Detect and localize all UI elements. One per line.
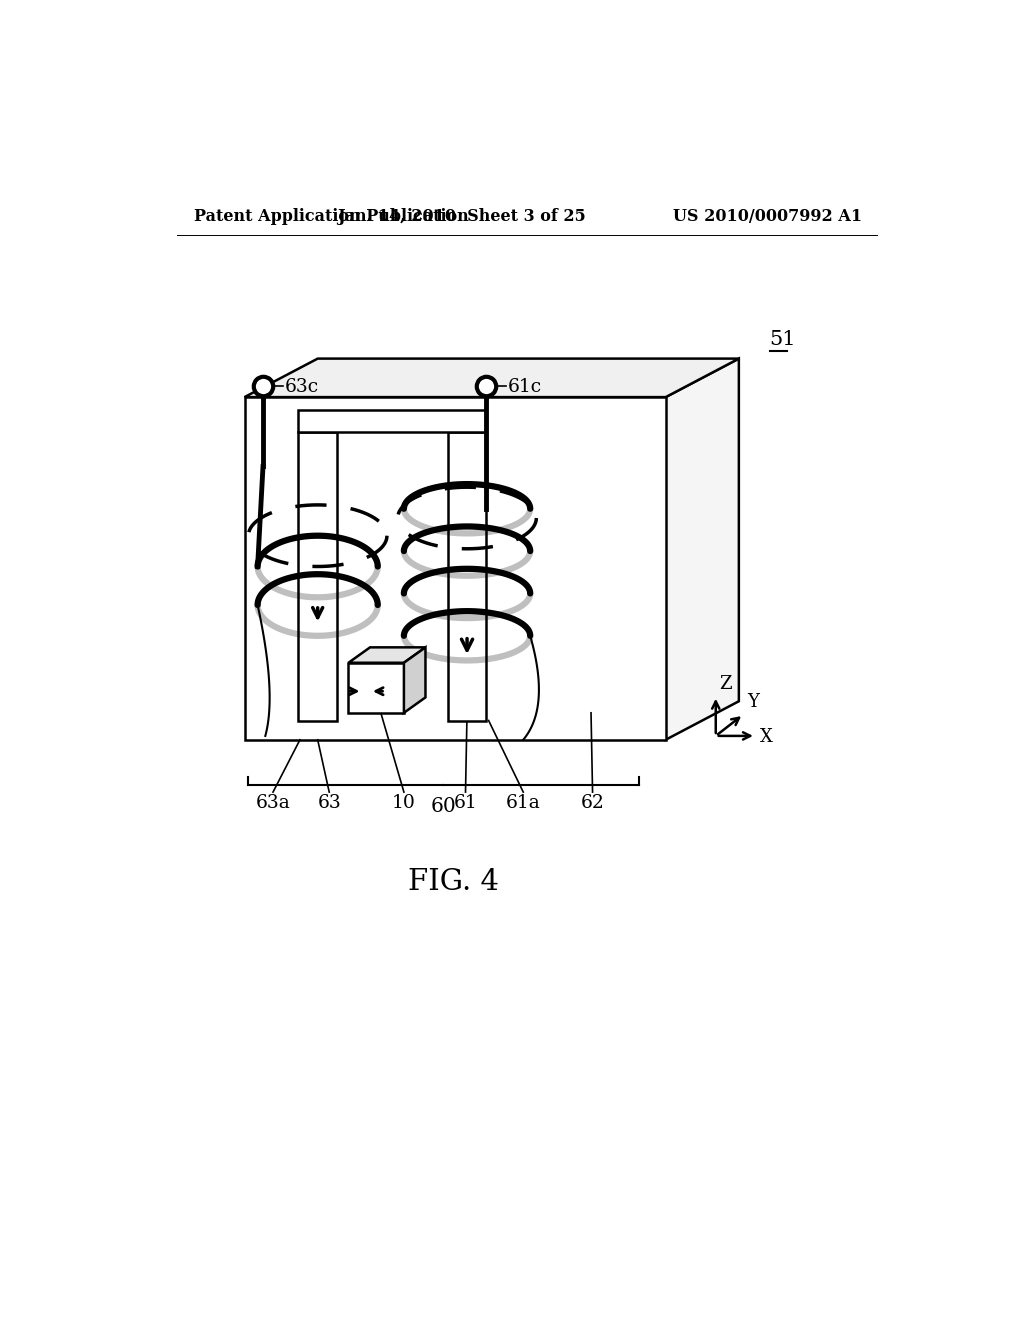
Text: Z: Z: [720, 675, 732, 693]
Polygon shape: [245, 397, 666, 739]
Polygon shape: [348, 647, 425, 663]
Text: 51: 51: [770, 330, 797, 350]
Polygon shape: [298, 411, 486, 432]
Polygon shape: [348, 663, 403, 713]
Text: 63: 63: [317, 793, 341, 812]
Text: 63a: 63a: [256, 793, 291, 812]
Text: Patent Application Publication: Patent Application Publication: [194, 207, 468, 224]
Text: Jan. 14, 2010  Sheet 3 of 25: Jan. 14, 2010 Sheet 3 of 25: [337, 207, 586, 224]
Polygon shape: [298, 432, 337, 721]
Text: 63c: 63c: [285, 378, 318, 396]
Text: 61c: 61c: [508, 378, 542, 396]
Polygon shape: [666, 359, 739, 739]
Text: 10: 10: [392, 793, 416, 812]
Polygon shape: [403, 647, 425, 713]
Text: 61: 61: [454, 793, 477, 812]
Text: FIG. 4: FIG. 4: [409, 869, 500, 896]
Text: 60: 60: [430, 797, 456, 816]
Text: 62: 62: [581, 793, 604, 812]
Text: Y: Y: [748, 693, 759, 711]
Polygon shape: [245, 359, 739, 397]
Text: 61a: 61a: [506, 793, 541, 812]
Text: US 2010/0007992 A1: US 2010/0007992 A1: [673, 207, 862, 224]
Polygon shape: [447, 432, 486, 721]
Text: X: X: [760, 729, 772, 746]
